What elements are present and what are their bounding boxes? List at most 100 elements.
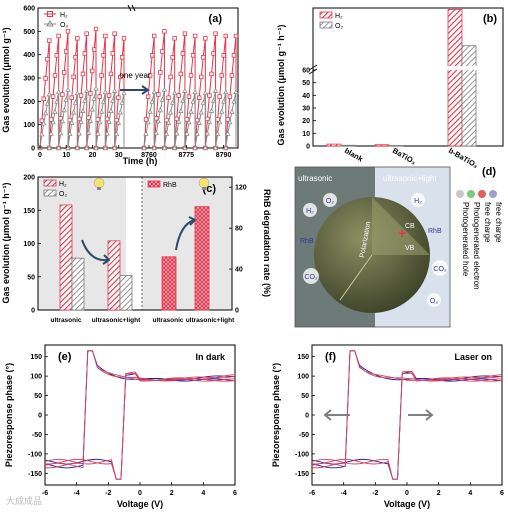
h2-bar (374, 144, 390, 147)
o2-data-point (46, 144, 52, 150)
o2-data-point (72, 99, 79, 105)
h2-data-point (160, 49, 165, 54)
panel-e-xlabel: Voltage (V) (117, 499, 163, 509)
panel-d-cut-face (372, 197, 430, 255)
o2-data-point (165, 119, 172, 125)
panel-e-title: In dark (195, 352, 226, 362)
panel-b-label: (b) (483, 13, 497, 25)
o2-data-point (221, 98, 227, 104)
x-tick-label: 2 (170, 490, 174, 497)
o2-bar (461, 45, 477, 147)
hysteresis-reverse-branch (44, 371, 236, 480)
h2-data-point (110, 51, 115, 56)
o2-data-point (67, 130, 73, 137)
panel-c-ylabel-left: Gas evolution (μmol g⁻¹ h⁻¹) (1, 182, 11, 303)
o2-data-point (192, 144, 198, 150)
o2-data-point (112, 87, 118, 93)
panel-c-ultrasonic-bg-right (142, 177, 232, 310)
o2-data-point (100, 98, 107, 104)
o2-data-point (151, 144, 157, 150)
h2-data-point (174, 116, 179, 122)
o2-data-point (76, 130, 82, 136)
o2-data-point (54, 98, 60, 104)
h2-data-point (112, 31, 117, 36)
o2-data-point (42, 110, 49, 116)
o2-data-point (87, 117, 94, 123)
panel-d-legend-3: free charge (494, 202, 503, 243)
panel-a-arrow (120, 85, 150, 95)
panel-d-schematic: ultrasonic ultrasonic+light Polarization… (294, 166, 503, 328)
h2-data-point (99, 73, 104, 78)
panel-c-curved-arrow-right (175, 219, 195, 251)
y-tick-label: 150 (297, 354, 309, 361)
o2-data-point (229, 108, 235, 114)
panel-f-ylabel: Piezoresponse phase (°) (271, 363, 281, 467)
h2-data-point (219, 73, 224, 78)
h2-data-point (149, 53, 155, 58)
h2-data-point (84, 31, 89, 36)
h2-data-point (101, 53, 106, 58)
o2-data-point (212, 87, 219, 93)
h2-data-point (207, 93, 212, 98)
panel-f-label: (f) (325, 351, 336, 363)
y-tick-label: 50 (34, 393, 42, 400)
o2-data-point (63, 96, 69, 102)
h2-data-point (203, 36, 208, 41)
o2-data-point (167, 109, 174, 115)
h2-data-point (170, 55, 175, 60)
o2-data-point (176, 118, 182, 124)
panel-d-molecule-co2: CO₂ (304, 274, 318, 281)
panel-c-legend-rhb: RhB (163, 182, 177, 189)
o2-data-point (225, 130, 231, 136)
o2-data-point (74, 144, 80, 150)
o2-data-point (50, 119, 56, 125)
panel-d-plus-sign: + (398, 225, 406, 241)
y-tick-label: 50 (27, 274, 35, 281)
h2-data-point (50, 94, 56, 99)
watermark: 大成成品 (6, 496, 43, 506)
h2-data-point (147, 73, 153, 78)
o2-data-point (102, 144, 108, 150)
panel-e-frame (44, 344, 236, 486)
y-tick-label: 50 (301, 393, 309, 400)
o2-data-point (149, 98, 155, 104)
o2-data-point (93, 85, 99, 91)
y-tick-label: -150 (28, 471, 42, 478)
o2-data-point (186, 119, 192, 125)
o2-data-point (231, 98, 237, 104)
y-tick-label: -100 (295, 451, 309, 458)
x-tick-label: 20 (89, 152, 97, 159)
o2-data-point (161, 144, 168, 150)
y-tick-label: 0 (38, 413, 42, 420)
o2-data-point (84, 87, 90, 93)
panel-d-legend-1: Photogenerated electron (472, 202, 481, 290)
y-tick-label: 100 (297, 374, 309, 381)
h2-data-point (90, 68, 95, 74)
hysteresis-forward-branch (311, 350, 503, 469)
o2-data-point (194, 130, 200, 137)
h2-data-point (69, 95, 74, 100)
h2-data-point (227, 94, 233, 99)
h2-data-point (143, 117, 149, 122)
h2-data-point (205, 116, 210, 122)
panel-c-cat-left-0: ultrasonic (50, 317, 81, 324)
panel-c-curved-arrow-left (81, 239, 109, 262)
panel-b-cat-batio3: BaTiO₃ (391, 146, 418, 167)
o2-data-point (117, 109, 123, 115)
panel-d-cb: CB (405, 223, 415, 230)
o2-data-point (153, 130, 159, 136)
h2-data-point (223, 33, 228, 39)
panel-d-molecule-co2: CO₂ (433, 266, 447, 273)
o2-data-point (223, 144, 229, 150)
y-tick-label: 30 (302, 106, 310, 113)
h2-data-point (118, 74, 123, 80)
panel-c-cat-right-0: ultrasonic (152, 317, 183, 324)
y-tick-label: -50 (32, 432, 42, 439)
o2-data-point (106, 118, 112, 124)
x-tick-label: -6 (309, 490, 315, 497)
panel-d-vb: VB (405, 245, 415, 252)
h2-data-point (233, 33, 239, 39)
h2-data-point (103, 33, 108, 39)
h2-bar (59, 204, 73, 311)
axis-break-gap (445, 66, 485, 70)
